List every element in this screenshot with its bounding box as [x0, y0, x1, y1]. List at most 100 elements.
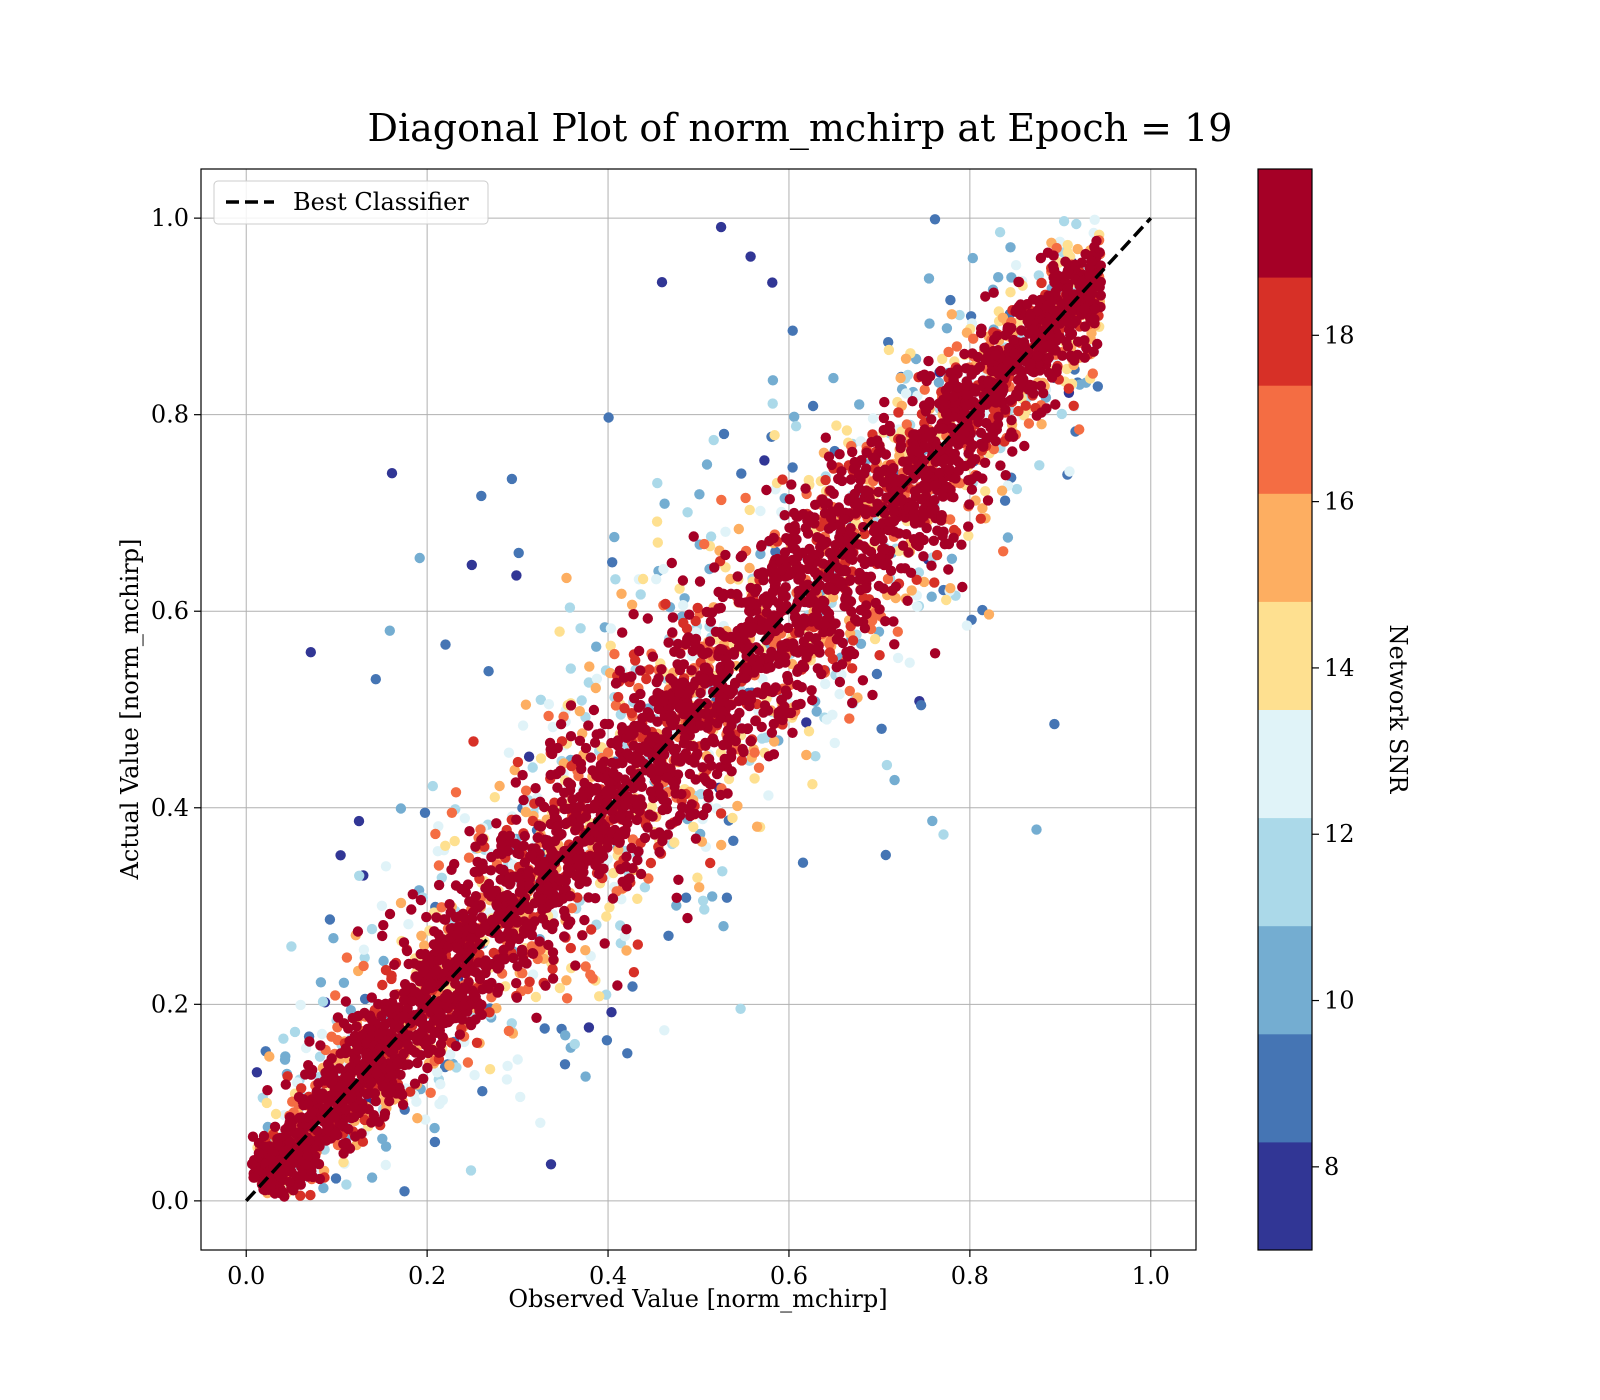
- scatter-point: [383, 1004, 394, 1016]
- scatter-point: [340, 1104, 351, 1115]
- scatter-point: [767, 398, 778, 409]
- scatter-point: [855, 604, 866, 616]
- scatter-point: [745, 694, 757, 705]
- scatter-point: [594, 847, 605, 858]
- scatter-point: [608, 767, 619, 778]
- scatter-point: [956, 539, 967, 550]
- scatter-point: [373, 1029, 385, 1040]
- scatter-point: [918, 511, 929, 522]
- scatter-point: [575, 623, 586, 634]
- scatter-point: [506, 473, 518, 485]
- scatter-point: [484, 1064, 496, 1075]
- scatter-point: [440, 840, 451, 851]
- scatter-point: [994, 227, 1006, 238]
- scatter-point: [631, 814, 643, 826]
- scatter-point: [853, 539, 865, 550]
- scatter-point: [622, 1048, 633, 1059]
- scatter-point: [659, 498, 670, 509]
- scatter-point: [494, 780, 505, 792]
- scatter-point: [457, 1014, 468, 1025]
- scatter-point: [591, 673, 603, 684]
- scatter-point: [845, 474, 857, 485]
- scatter-point: [542, 835, 553, 846]
- scatter-point: [590, 682, 601, 694]
- scatter-point: [530, 783, 541, 794]
- scatter-point: [974, 361, 986, 373]
- scatter-point: [878, 477, 889, 488]
- scatter-point: [698, 673, 710, 684]
- scatter-point: [535, 753, 547, 764]
- scatter-point: [865, 546, 877, 558]
- scatter-point: [850, 460, 862, 471]
- scatter-point: [926, 503, 938, 514]
- scatter-point: [796, 682, 807, 693]
- scatter-point: [346, 1092, 357, 1103]
- scatter-point: [639, 832, 651, 844]
- scatter-point: [386, 1028, 397, 1039]
- scatter-point: [433, 929, 444, 940]
- scatter-point: [280, 1079, 291, 1090]
- scatter-point: [475, 824, 486, 835]
- scatter-point: [549, 812, 561, 823]
- scatter-point: [585, 752, 596, 763]
- scatter-point: [247, 1131, 259, 1142]
- x-tick-label: 0.0: [227, 1262, 265, 1290]
- scatter-point: [1025, 310, 1036, 322]
- scatter-point: [727, 812, 738, 824]
- scatter-point: [682, 507, 693, 518]
- scatter-point: [444, 899, 455, 910]
- scatter-point: [944, 464, 955, 475]
- scatter-point: [765, 662, 776, 673]
- scatter-point: [805, 553, 817, 564]
- scatter-point: [751, 821, 763, 832]
- scatter-point: [341, 952, 353, 963]
- scatter-point: [667, 612, 679, 623]
- scatter-point: [576, 813, 587, 825]
- scatter-point: [740, 492, 751, 504]
- scatter-point: [1089, 303, 1101, 314]
- scatter-point: [554, 875, 565, 886]
- scatter-point: [623, 725, 634, 736]
- scatter-point: [678, 617, 689, 629]
- scatter-point: [429, 1136, 441, 1148]
- scatter-point: [767, 586, 779, 598]
- scatter-point: [657, 804, 668, 816]
- scatter-point: [429, 1026, 440, 1038]
- scatter-point: [916, 494, 927, 505]
- scatter-point: [828, 488, 839, 499]
- scatter-point: [635, 868, 647, 880]
- scatter-point: [717, 644, 728, 655]
- scatter-point: [705, 616, 717, 627]
- scatter-point: [931, 440, 942, 451]
- scatter-point: [716, 696, 728, 707]
- scatter-point: [892, 626, 903, 637]
- scatter-point: [604, 902, 615, 913]
- scatter-point: [961, 389, 972, 400]
- scatter-point: [807, 694, 818, 706]
- scatter-point: [465, 1019, 477, 1031]
- scatter-point: [837, 637, 848, 649]
- scatter-point: [511, 570, 522, 581]
- scatter-point: [792, 551, 803, 563]
- scatter-point: [792, 666, 803, 677]
- scatter-point: [433, 955, 444, 966]
- scatter-point: [801, 749, 812, 761]
- scatter-point: [606, 757, 618, 768]
- scatter-point: [635, 589, 646, 600]
- scatter-point: [462, 1057, 474, 1068]
- scatter-point: [615, 811, 626, 823]
- scatter-point: [846, 663, 858, 674]
- scatter-point: [295, 1190, 306, 1201]
- scatter-point: [449, 835, 460, 847]
- scatter-point: [726, 766, 737, 777]
- scatter-point: [1046, 372, 1058, 383]
- scatter-point: [823, 451, 835, 462]
- scatter-point: [789, 612, 801, 623]
- scatter-point: [637, 573, 649, 585]
- scatter-point: [626, 708, 637, 719]
- scatter-point: [384, 908, 396, 920]
- scatter-point: [410, 986, 421, 998]
- scatter-point: [895, 563, 907, 574]
- scatter-point: [819, 508, 831, 519]
